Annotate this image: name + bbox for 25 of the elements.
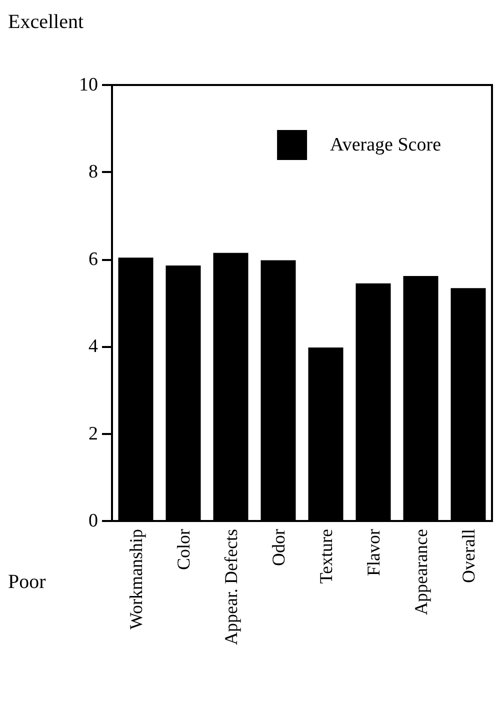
bar (356, 283, 391, 521)
legend-label: Average Score (330, 134, 442, 156)
bar (308, 347, 344, 521)
x-tick-label: Workmanship (126, 529, 146, 630)
bar (166, 266, 201, 521)
x-tick-label: Color (173, 529, 194, 570)
bar (403, 276, 438, 521)
y-tick-label: 2 (88, 423, 98, 444)
bar (213, 252, 248, 521)
bar (260, 260, 296, 521)
x-tick-label: Appearance (410, 529, 431, 615)
y-tick-label: 0 (88, 510, 98, 532)
bar (118, 258, 154, 521)
bar (450, 288, 486, 521)
y-tick-label: 6 (88, 248, 98, 270)
x-tick-label: Texture (316, 528, 336, 584)
x-tick-label: Appear. Defects (220, 529, 241, 645)
x-tick-label: Flavor (363, 529, 384, 576)
y-tick-label: 4 (88, 336, 98, 358)
y-tick-label: 8 (88, 162, 98, 183)
text: Poor (8, 571, 46, 593)
x-tick-label: Overall (458, 529, 478, 583)
x-tick-label: Odor (268, 529, 288, 566)
text: Excellent (8, 11, 84, 33)
y-tick-label: 10 (79, 74, 98, 96)
